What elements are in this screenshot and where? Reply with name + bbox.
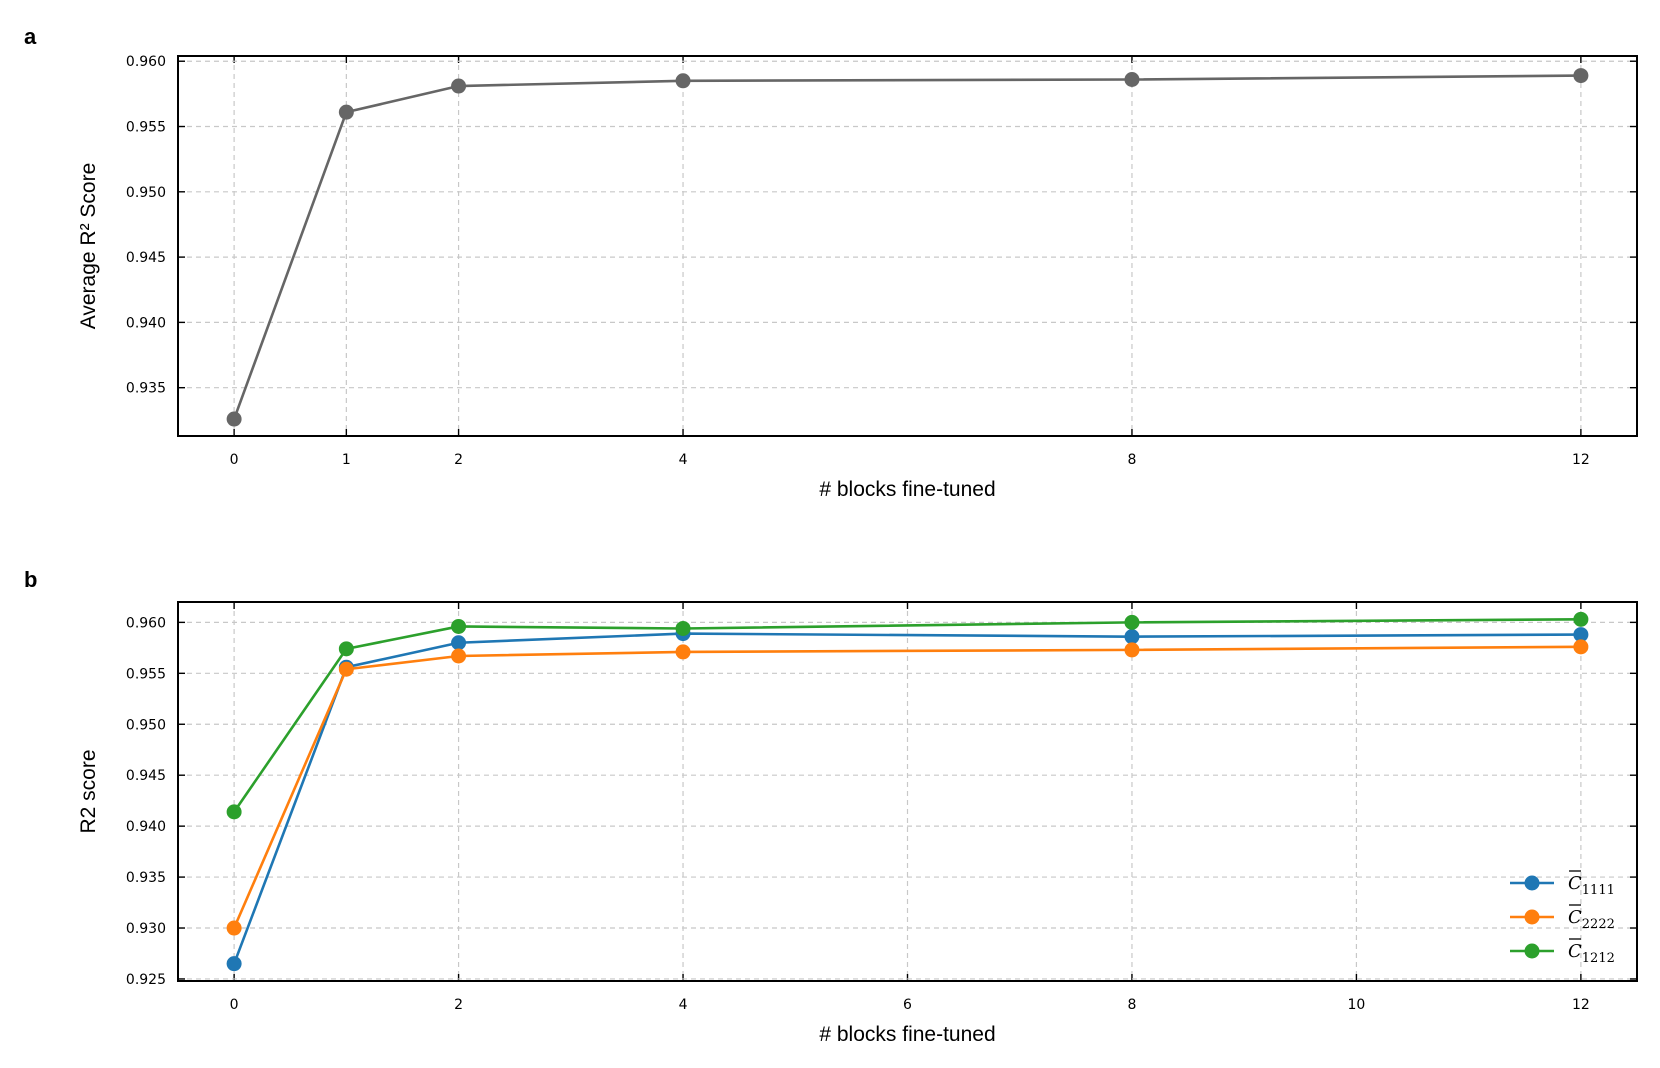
data-point — [226, 804, 242, 820]
legend-label: C1212 — [1568, 941, 1615, 966]
series-line-1 — [232, 645, 1581, 929]
series-line-0 — [232, 74, 1581, 420]
y-tick-label: 0.945 — [126, 768, 166, 784]
x-tick-label: 0 — [230, 452, 239, 468]
y-tick-label: 0.945 — [126, 250, 166, 266]
x-tick-label: 6 — [903, 997, 912, 1013]
data-point — [338, 104, 354, 120]
y-axis-label: Average R² Score — [77, 163, 100, 330]
data-point — [1573, 627, 1589, 643]
y-axis-label: R2 score — [77, 749, 100, 833]
data-point — [451, 635, 467, 651]
x-tick-label: 1 — [342, 452, 351, 468]
legend-label: C1111 — [1568, 873, 1615, 898]
data-point — [1124, 642, 1140, 658]
plot-frame — [177, 55, 1638, 437]
x-tick-label: 2 — [454, 452, 463, 468]
chart-b: 0 2 4 6 8 10 12 0.925 0.930 0.935 0.940 0.945 0.950 0… — [77, 601, 1638, 1046]
y-tick-label: 0.930 — [126, 921, 166, 937]
series-line-0 — [232, 632, 1581, 965]
panel-letter-b: b — [24, 567, 37, 592]
data-point — [1573, 611, 1589, 627]
y-tick-label: 0.925 — [126, 972, 166, 988]
plot-frame — [177, 601, 1638, 982]
x-tick-label: 0 — [230, 997, 239, 1013]
x-tick-label: 4 — [679, 997, 688, 1013]
y-tick-label: 0.940 — [126, 819, 166, 835]
data-point — [1573, 68, 1589, 84]
y-tick-label: 0.935 — [126, 381, 166, 397]
data-point — [1573, 639, 1589, 655]
y-tick-label: 0.960 — [126, 54, 166, 70]
y-tick-label: 0.940 — [126, 315, 166, 331]
y-tick-label: 0.955 — [126, 666, 166, 682]
data-point — [338, 661, 354, 677]
series-line-2 — [233, 618, 1581, 813]
y-tick-label: 0.960 — [126, 615, 166, 631]
x-tick-label: 10 — [1348, 997, 1366, 1013]
data-point — [338, 641, 354, 657]
data-point — [1124, 614, 1140, 630]
legend-label: C2222 — [1568, 907, 1615, 932]
x-tick-label: 12 — [1572, 997, 1590, 1013]
legend-marker — [1524, 909, 1540, 925]
data-point — [1124, 629, 1140, 645]
legend-marker — [1524, 875, 1540, 891]
data-point — [675, 620, 691, 636]
data-point — [675, 644, 691, 660]
y-tick-label: 0.950 — [126, 185, 166, 201]
y-tick-label: 0.950 — [126, 717, 166, 733]
x-tick-label: 8 — [1128, 452, 1137, 468]
x-tick-label: 2 — [454, 997, 463, 1013]
y-tick-label: 0.955 — [126, 120, 166, 136]
x-axis-label: # blocks fine-tuned — [819, 1023, 995, 1046]
data-point — [451, 618, 467, 634]
panel-letter-a: a — [24, 24, 37, 49]
data-point — [675, 73, 691, 89]
data-point — [451, 648, 467, 664]
y-tick-label: 0.935 — [126, 870, 166, 886]
x-tick-label: 4 — [679, 452, 688, 468]
data-point — [451, 78, 467, 94]
x-tick-label: 12 — [1572, 452, 1590, 468]
data-point — [226, 920, 242, 936]
data-point — [226, 411, 242, 427]
x-axis-label: # blocks fine-tuned — [819, 478, 995, 501]
data-point — [226, 956, 242, 972]
x-tick-label: 8 — [1128, 997, 1137, 1013]
legend-marker — [1524, 943, 1540, 959]
data-point — [1124, 72, 1140, 88]
